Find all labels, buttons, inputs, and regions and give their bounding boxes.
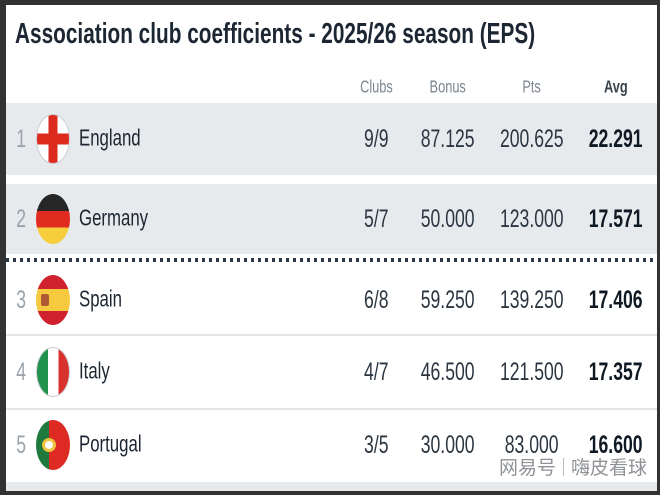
row-separator [6,334,657,336]
clubs-value: 4/7 [363,357,389,386]
pts-value: 121.500 [500,357,564,386]
rank-label: 2 [16,204,26,233]
clubs-value: 3/5 [363,430,389,459]
country-name: Italy [79,358,110,385]
italy-flag-icon [36,347,70,397]
bonus-value: 87.125 [421,124,475,153]
bonus-value: 50.000 [421,204,475,233]
table-row-portugal: 5 Portugal 3/5 30.000 83.000 16.600 [6,410,657,480]
country-name: England [79,125,141,152]
column-header-clubs: Clubs [359,77,393,97]
germany-flag-icon [36,194,70,244]
england-flag-icon [36,114,70,164]
table-row-england: 1 England 9/9 87.125 200.625 22.291 [6,103,657,175]
avg-value: 17.357 [589,357,643,386]
pts-value: 83.000 [505,430,559,459]
country-name: Spain [79,286,122,313]
column-header-bonus: Bonus [429,77,467,97]
rank-label: 4 [16,357,26,386]
coefficients-page: Association club coefficients - 2025/26 … [6,5,657,491]
row-separator [6,408,657,410]
top-two-cutoff-dotted-line [6,254,657,266]
watermark-account-name: 嗨皮看球 [570,458,647,479]
avg-value: 17.406 [589,285,643,314]
country-name: Germany [79,205,149,232]
table-row-germany: 2 Germany 5/7 50.000 123.000 17.571 [6,184,657,254]
pts-value: 200.625 [500,124,564,153]
title-bar: Association club coefficients - 2025/26 … [6,5,657,61]
row-gap [6,175,657,184]
avg-value: 22.291 [589,124,643,153]
pts-value: 123.000 [500,204,564,233]
column-header-pts: Pts [522,77,542,97]
clubs-value: 5/7 [363,204,389,233]
avg-value: 17.571 [589,204,643,233]
column-header-avg: Avg [604,77,628,97]
country-name: Portugal [79,431,142,458]
table-row-spain: 3 Spain 6/8 59.250 139.250 17.406 [6,266,657,334]
bonus-value: 30.000 [421,430,475,459]
page-title: Association club coefficients - 2025/26 … [15,15,536,50]
portugal-flag-icon [36,420,70,470]
rank-label: 5 [16,430,26,459]
table-header-row: Clubs Bonus Pts Avg [6,61,657,103]
watermark: 网易号 嗨皮看球 [499,453,647,480]
bottom-edge-strip [6,482,657,491]
clubs-value: 6/8 [363,285,389,314]
netease-brand-text: 网易号 [498,458,556,479]
pts-value: 139.250 [500,285,564,314]
bonus-value: 46.500 [421,357,475,386]
bonus-value: 59.250 [421,285,475,314]
watermark-divider [562,457,564,476]
clubs-value: 9/9 [363,124,389,153]
rank-label: 1 [16,124,26,153]
spain-flag-icon [36,275,70,325]
avg-value: 16.600 [589,430,643,459]
table-row-italy: 4 Italy 4/7 46.500 121.500 17.357 [6,336,657,408]
rank-label: 3 [16,285,26,314]
